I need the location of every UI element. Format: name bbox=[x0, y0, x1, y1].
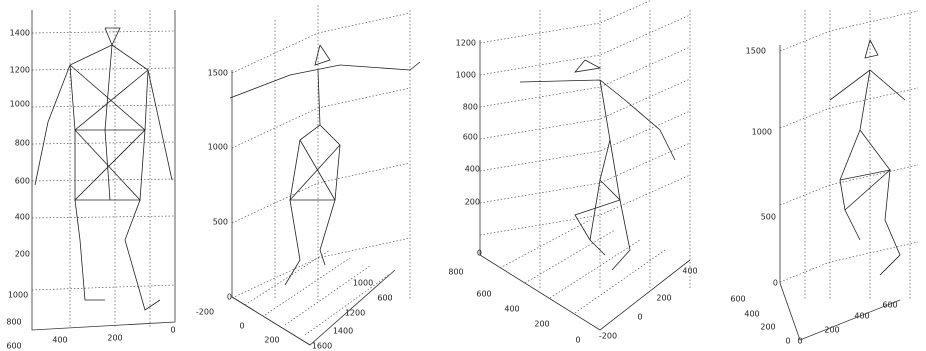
grid-line bbox=[480, 111, 690, 171]
skeleton-edge bbox=[865, 40, 878, 58]
z-tick-label: 0 bbox=[227, 293, 232, 302]
x-tick-label: 400 bbox=[52, 336, 67, 345]
z-tick-label: 1200 bbox=[10, 66, 30, 75]
x-tick-label: 200 bbox=[107, 334, 122, 343]
grid-line bbox=[480, 79, 690, 139]
grid-line bbox=[550, 240, 640, 298]
y-tick-label: 800 bbox=[6, 318, 21, 327]
y-tick-label: 600 bbox=[476, 290, 491, 299]
x-tick-label: 1400 bbox=[333, 327, 353, 336]
grid-line bbox=[780, 88, 918, 128]
grid-line bbox=[32, 285, 175, 290]
grid-line bbox=[32, 31, 175, 33]
z-tick-label: 200 bbox=[15, 250, 30, 259]
z-tick-label: 600 bbox=[15, 177, 30, 186]
x-tick-label: 0 bbox=[170, 326, 175, 335]
skeleton-edge bbox=[315, 45, 330, 65]
y-tick-label: 200 bbox=[264, 336, 279, 345]
skeleton-edge bbox=[112, 45, 172, 180]
grid-line bbox=[245, 250, 330, 305]
grid-line bbox=[780, 11, 918, 51]
grid-line bbox=[32, 216, 175, 218]
grid-line bbox=[480, 47, 690, 107]
y-tick-label: 800 bbox=[448, 268, 463, 277]
z-tick-label: 1000 bbox=[10, 100, 30, 109]
figure: 1400120010008006004002001000800600400200… bbox=[0, 0, 926, 351]
skeleton-edge bbox=[75, 130, 145, 200]
x-tick-label: 200 bbox=[656, 294, 671, 303]
y-tick-label: 0 bbox=[785, 337, 790, 346]
z-tick-label: 500 bbox=[761, 213, 776, 222]
z-tick-label: 0 bbox=[773, 279, 778, 288]
x-tick-label: 1200 bbox=[345, 309, 365, 318]
skeleton-edge bbox=[230, 62, 420, 98]
grid-line bbox=[525, 230, 615, 283]
grid-line bbox=[232, 88, 410, 148]
grid-line bbox=[500, 220, 590, 268]
z-tick-label: 1200 bbox=[456, 39, 476, 48]
z-tick-label: 500 bbox=[213, 218, 228, 227]
z-tick-label: 800 bbox=[15, 139, 30, 148]
grid-line bbox=[32, 68, 175, 70]
skeleton-edge bbox=[860, 130, 900, 275]
x-tick-label: 600 bbox=[6, 342, 21, 351]
grid-line bbox=[232, 13, 410, 73]
z-tick-label: 1000 bbox=[752, 128, 772, 137]
y-tick-label: 400 bbox=[504, 305, 519, 314]
skeleton-edge bbox=[575, 60, 600, 72]
y-tick-label: 0 bbox=[575, 336, 580, 345]
x-tick-label: 1600 bbox=[312, 342, 332, 351]
y-tick-label: -200 bbox=[196, 308, 214, 317]
z-tick-label: 200 bbox=[465, 198, 480, 207]
grid-line bbox=[232, 163, 410, 223]
grid-line bbox=[480, 175, 690, 235]
x-tick-label: 0 bbox=[797, 337, 802, 346]
skeleton-edge bbox=[840, 70, 870, 240]
grid-line bbox=[480, 143, 690, 203]
skeleton-edge bbox=[320, 125, 340, 265]
skeleton-edge bbox=[70, 65, 105, 300]
skeleton-edge bbox=[105, 28, 120, 45]
grid-line bbox=[265, 258, 350, 315]
grid-line bbox=[32, 142, 175, 144]
grid-line bbox=[575, 250, 665, 313]
y-tick-label: 200 bbox=[534, 320, 549, 329]
skeleton-edge bbox=[105, 45, 112, 200]
z-tick-label: 800 bbox=[463, 103, 478, 112]
axis-line bbox=[780, 45, 900, 340]
skeleton-edge bbox=[520, 80, 675, 160]
skeleton-edge bbox=[610, 140, 630, 270]
y-tick-label: 400 bbox=[744, 310, 759, 319]
x-tick-label: 400 bbox=[682, 267, 697, 276]
z-tick-label: 1000 bbox=[208, 143, 228, 152]
y-tick-label: 1000 bbox=[8, 291, 28, 300]
z-tick-label: 600 bbox=[463, 133, 478, 142]
z-tick-label: 400 bbox=[15, 213, 30, 222]
axis-line bbox=[480, 40, 690, 330]
x-tick-label: -200 bbox=[599, 332, 617, 341]
z-tick-label: 1000 bbox=[456, 71, 476, 80]
skeleton-edge bbox=[840, 170, 890, 210]
grid-line bbox=[480, 0, 690, 43]
y-tick-label: 0 bbox=[239, 322, 244, 331]
grid-line bbox=[32, 179, 175, 181]
skeleton-edge bbox=[285, 70, 320, 285]
z-tick-label: 400 bbox=[465, 165, 480, 174]
z-tick-label: 1400 bbox=[10, 29, 30, 38]
z-tick-label: 1500 bbox=[746, 47, 766, 56]
grid-line bbox=[780, 165, 918, 205]
y-tick-label: 600 bbox=[730, 295, 745, 304]
z-tick-label: 1500 bbox=[208, 69, 228, 78]
x-tick-label: 0 bbox=[637, 313, 642, 322]
axis-line bbox=[32, 10, 175, 330]
skeleton-edge bbox=[290, 140, 340, 200]
x-tick-label: 1000 bbox=[353, 279, 373, 288]
y-tick-label: 200 bbox=[760, 323, 775, 332]
grid-line bbox=[480, 15, 690, 75]
x-tick-label: 600 bbox=[377, 294, 392, 303]
